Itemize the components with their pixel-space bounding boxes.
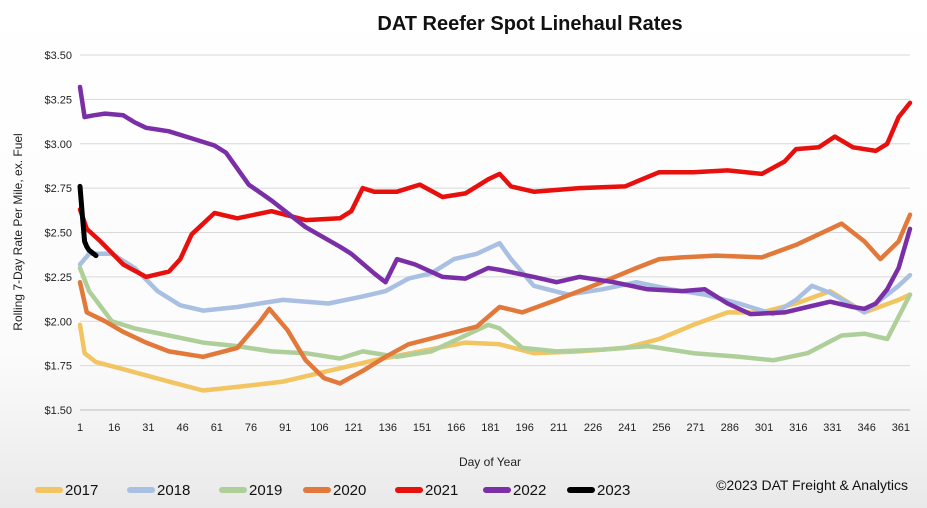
x-tick-label: 1 xyxy=(77,422,83,434)
x-tick-label: 361 xyxy=(892,422,910,434)
gridlines xyxy=(80,54,910,367)
x-tick-label: 331 xyxy=(823,422,841,434)
legend-label-2022: 2022 xyxy=(513,482,546,499)
chart-title: DAT Reefer Spot Linehaul Rates xyxy=(377,13,682,35)
series-lines xyxy=(77,84,913,393)
series-line-2023 xyxy=(77,183,99,259)
x-tick-label: 166 xyxy=(447,422,465,434)
x-tick-label: 121 xyxy=(344,422,362,434)
x-axis-ticks: 1 16 31 46 61 76 91 106 121 136 151 166 181 196 211 226… xyxy=(77,422,910,434)
x-tick-label: 46 xyxy=(176,422,188,434)
legend-label-2021: 2021 xyxy=(425,482,458,499)
x-tick-label: 31 xyxy=(142,422,154,434)
series-line-2017 xyxy=(77,288,913,393)
series-line-2020 xyxy=(77,212,913,386)
x-tick-label: 316 xyxy=(789,422,807,434)
x-tick-label: 181 xyxy=(481,422,499,434)
legend-label-2017: 2017 xyxy=(65,482,98,499)
x-tick-label: 286 xyxy=(721,422,739,434)
y-tick-label: $3.00 xyxy=(44,139,72,151)
series-line-2018 xyxy=(77,240,913,317)
x-tick-label: 151 xyxy=(413,422,431,434)
y-tick-label: $3.50 xyxy=(44,50,72,62)
x-tick-label: 271 xyxy=(686,422,704,434)
x-tick-label: 76 xyxy=(245,422,257,434)
x-tick-label: 226 xyxy=(584,422,602,434)
y-axis-label: Rolling 7-Day Rate Per Mile, ex. Fuel xyxy=(11,133,25,330)
x-tick-label: 16 xyxy=(108,422,120,434)
legend-label-2019: 2019 xyxy=(249,482,282,499)
series-line-2019 xyxy=(77,265,913,363)
copyright-notice: ©2023 DAT Freight & Analytics xyxy=(716,477,908,493)
y-tick-label: $3.25 xyxy=(44,94,72,106)
y-axis-ticks: $1.50 $1.75 $2.00 $2.25 $2.50 $2.75 $3.00 $3.25… xyxy=(44,50,72,417)
y-tick-label: $2.00 xyxy=(44,316,72,328)
x-axis-label: Day of Year xyxy=(459,455,521,469)
legend-label-2018: 2018 xyxy=(157,482,190,499)
legend-label-2020: 2020 xyxy=(333,482,366,499)
x-tick-label: 256 xyxy=(652,422,670,434)
y-tick-label: $1.50 xyxy=(44,405,72,417)
x-tick-label: 241 xyxy=(618,422,636,434)
x-tick-label: 196 xyxy=(515,422,533,434)
series-line-2022 xyxy=(77,84,913,317)
x-tick-label: 106 xyxy=(310,422,328,434)
legend-label-2023: 2023 xyxy=(597,482,630,499)
x-tick-label: 346 xyxy=(857,422,875,434)
x-tick-label: 91 xyxy=(279,422,291,434)
x-tick-label: 301 xyxy=(755,422,773,434)
y-tick-label: $2.25 xyxy=(44,272,72,284)
y-tick-label: $1.75 xyxy=(44,361,72,373)
x-tick-label: 61 xyxy=(211,422,223,434)
series-line-2021 xyxy=(77,100,913,280)
y-tick-label: $2.50 xyxy=(44,228,72,240)
y-tick-label: $2.75 xyxy=(44,183,72,195)
legend: 2017 2018 2019 2020 2021 2022 2023 xyxy=(35,482,630,499)
x-tick-label: 211 xyxy=(550,422,568,434)
x-tick-label: 136 xyxy=(379,422,397,434)
